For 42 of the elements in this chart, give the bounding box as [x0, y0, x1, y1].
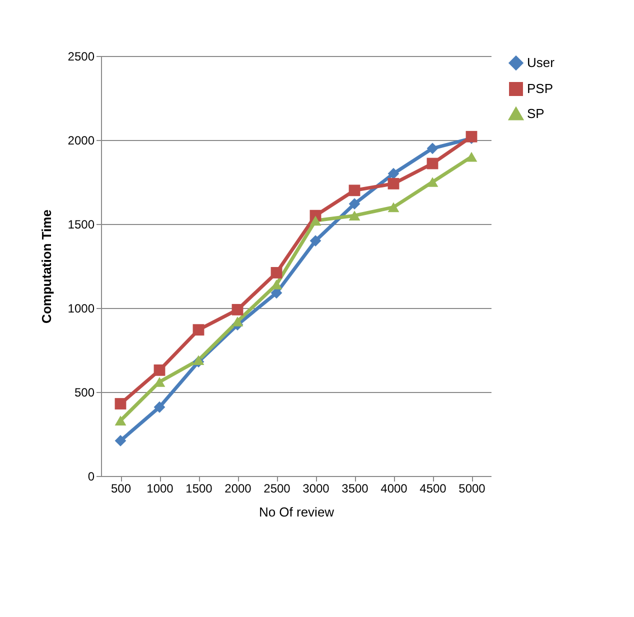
point [114, 398, 126, 410]
legend-label: PSP [527, 81, 554, 96]
point [310, 216, 322, 226]
point [348, 184, 360, 196]
point [270, 267, 282, 278]
point [348, 198, 360, 210]
point [348, 210, 360, 221]
x-tick-label: 500 [110, 482, 132, 496]
point [114, 416, 126, 426]
x-tick-label: 3500 [342, 482, 369, 496]
point [466, 152, 478, 162]
point [426, 177, 438, 187]
y-axis-title: Computation Time [38, 210, 54, 324]
x-tick-label: 2000 [224, 482, 252, 496]
point [192, 324, 204, 336]
point [232, 304, 244, 316]
x-tick-label: 3000 [302, 482, 330, 496]
point [232, 316, 244, 326]
point [426, 158, 438, 170]
x-tick-label: 2500 [264, 482, 291, 496]
x-tick-label: 1000 [146, 482, 174, 496]
legend-label: SP [527, 106, 544, 121]
x-tick-label: 4000 [380, 482, 408, 496]
point [426, 142, 438, 154]
x-tick-label: 4500 [420, 482, 447, 496]
y-tick-label: 2000 [68, 134, 95, 148]
point [388, 178, 400, 190]
point [114, 435, 126, 446]
x-tick-label: 1500 [186, 482, 213, 496]
y-tick-label: 1500 [68, 218, 95, 232]
y-tick-label: 500 [74, 386, 95, 400]
point [310, 235, 322, 246]
y-tick-label: 0 [88, 470, 95, 484]
point [388, 202, 400, 212]
x-axis-title: No Of review [258, 504, 335, 520]
point [388, 168, 400, 180]
x-tick-label: 5000 [458, 482, 486, 496]
point [154, 364, 166, 376]
y-tick-label: 2500 [68, 50, 95, 64]
y-tick-label: 1000 [68, 302, 95, 316]
point [154, 401, 166, 413]
legend-label: User [527, 55, 556, 70]
